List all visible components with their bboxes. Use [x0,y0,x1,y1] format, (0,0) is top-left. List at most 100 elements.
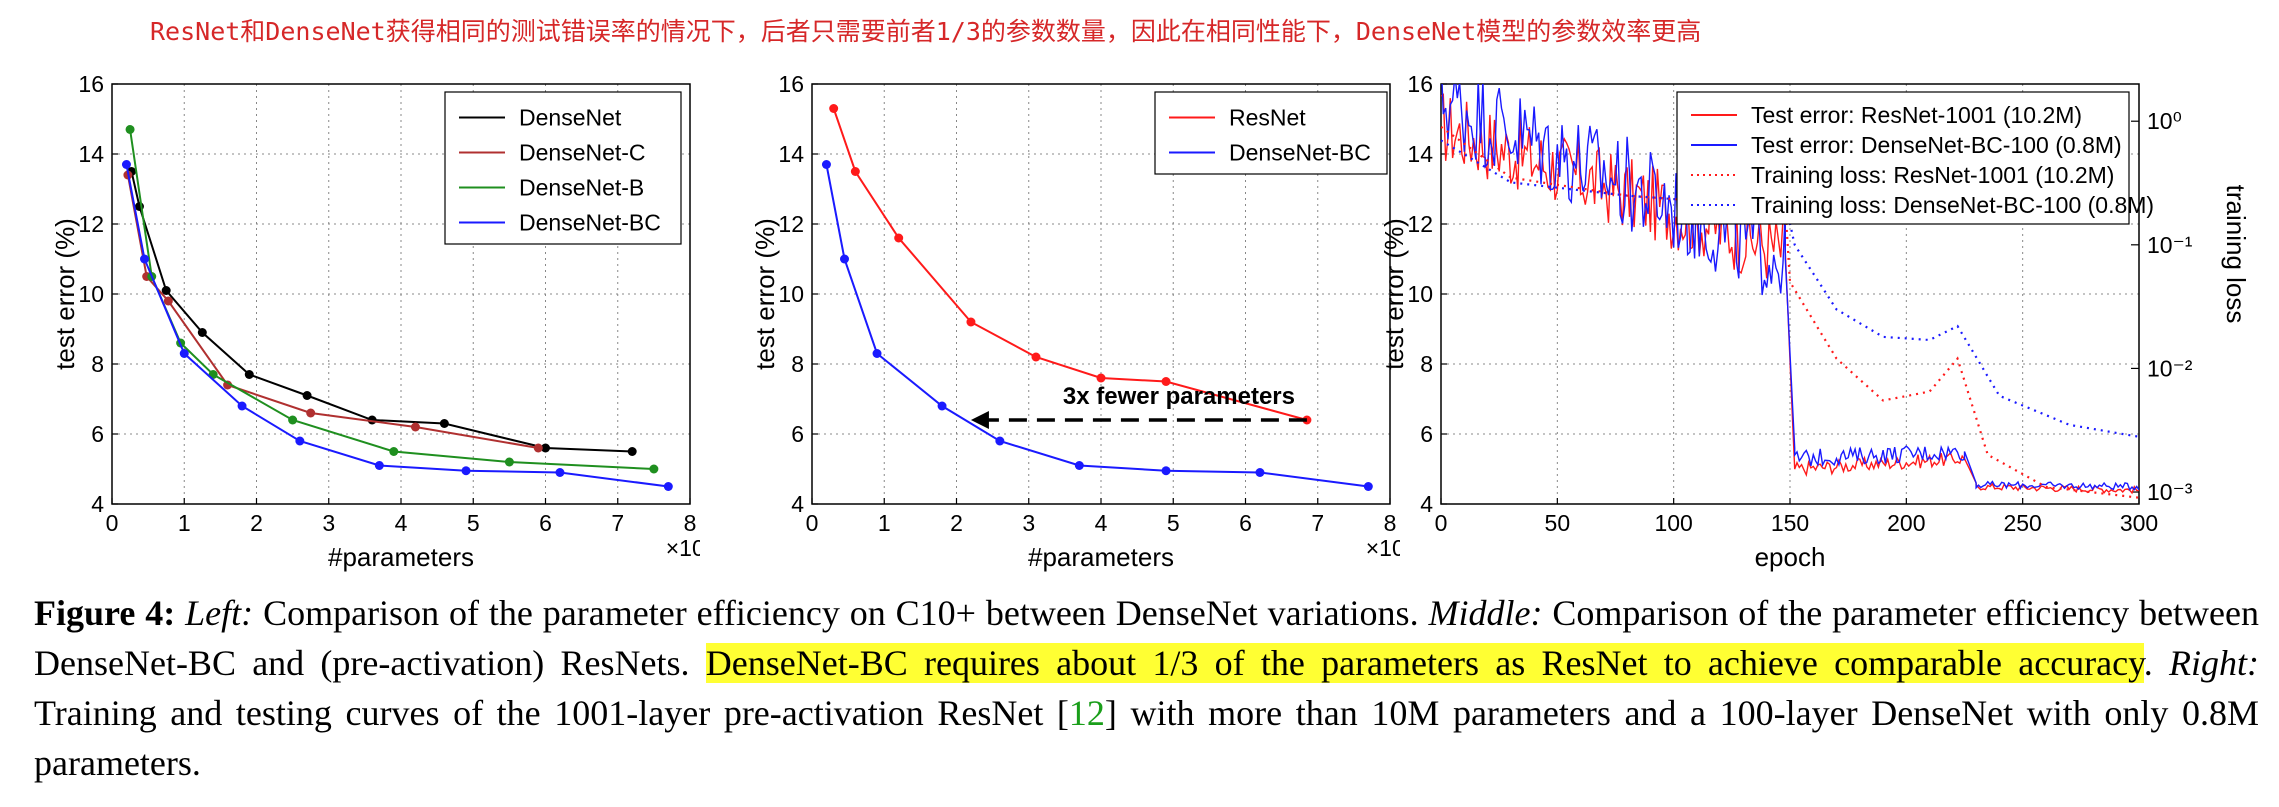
left-xtick-label: 6 [539,510,552,536]
middle-xtick-label: 7 [1311,510,1324,536]
left-ytick-label: 4 [91,491,104,517]
middle-data-point [840,254,850,264]
left-data-point [649,464,659,474]
right-xtick-label: 0 [1435,510,1448,536]
right-text-1: Training and testing curves of the 1001-… [34,693,1069,733]
right-text-2: ] with more than 10M parameters and a 10… [34,693,2259,783]
middle-data-point [937,401,947,411]
right-plot-area [1441,84,2139,499]
left-data-point [179,349,189,358]
left-data-point [374,461,384,470]
left-data-point [461,466,471,476]
middle-data-point [1074,461,1084,470]
left-xlabel: #parameters [328,542,474,572]
left-ytick-label: 12 [78,211,104,237]
left-ytick-label: 6 [91,421,104,447]
middle-text: Comparison of the parameter efficiency b… [34,593,2260,683]
middle-legend-label: DenseNet-BC [1229,140,1371,166]
middle-ytick-label: 14 [778,141,804,167]
left-xtick-label: 8 [684,510,697,536]
right-label: Right: [2169,643,2260,683]
left-xtick-label: 4 [395,510,408,536]
right-frame [1440,83,2140,505]
right-y2tick-label: 10⁻² [2147,355,2193,381]
left-legend-label: DenseNet [519,105,622,131]
left-data-point [306,408,316,418]
middle-xtick-label: 4 [1095,510,1108,536]
right-y2label: training loss [2221,185,2251,324]
highlighted-text: DenseNet-BC requires about 1/3 of the pa… [705,643,2144,683]
right-ytick-label: 14 [1407,141,1433,167]
middle-xtick-label: 0 [806,510,819,536]
right-xtick-label: 50 [1545,510,1571,536]
left-data-point [295,436,305,446]
left-data-point [140,254,150,264]
left-xtick-label: 7 [611,510,624,536]
right-legend-label: Test error: ResNet-1001 (10.2M) [1751,102,2082,128]
chinese-annotation: ResNet和DenseNet获得相同的测试错误率的情况下，后者只需要前者1/3… [150,17,1702,46]
left-data-point [197,328,207,337]
middle-x-multiplier: ×10⁵ [1366,535,1400,561]
figure-label: Figure 4: [34,593,176,633]
right-y2tick-label: 10⁰ [2147,108,2182,134]
left-ytick-label: 8 [91,351,104,377]
middle-data-point [1031,352,1041,362]
middle-data-point [894,233,904,243]
left-text: Comparison of the parameter efficiency o… [253,593,1429,633]
middle-arrow-head [970,411,989,429]
middle-data-point [1363,482,1373,491]
right-series-line [1441,84,2139,492]
right-xtick-label: 200 [1887,510,1925,536]
right-ytick-label: 16 [1407,71,1433,97]
right-ytick-label: 6 [1420,421,1433,447]
left-x-multiplier: ×10⁵ [666,535,700,561]
left-xtick-label: 0 [106,510,119,536]
left-data-point [302,391,312,400]
right-xtick-label: 150 [1771,510,1809,536]
right-xtick-label: 100 [1654,510,1692,536]
middle-data-point [821,160,831,169]
middle-xtick-label: 3 [1022,510,1035,536]
left-legend-label: DenseNet-BC [519,210,661,236]
right-ytick-label: 12 [1407,211,1433,237]
figure-caption: Figure 4: Left: Comparison of the parame… [34,588,2259,788]
middle-data-point [966,317,976,327]
left-ytick-label: 14 [78,141,104,167]
left-data-point [121,160,131,169]
middle-data-point [872,349,882,358]
middle-label: Middle: [1428,593,1543,633]
left-data-point [125,125,135,134]
middle-data-point [1096,373,1106,383]
left-legend-label: DenseNet-C [519,140,646,166]
left-xtick-label: 3 [322,510,335,536]
middle-legend-box [1154,91,1388,175]
left-data-point [223,380,233,390]
left-data-point [504,457,514,467]
right-xtick-label: 300 [2120,510,2158,536]
middle-ytick-label: 6 [791,421,804,447]
middle-data-point [1255,468,1265,477]
left-data-point [663,482,673,491]
right-legend-label: Test error: DenseNet-BC-100 (0.8M) [1751,132,2122,158]
middle-xlabel: #parameters [1028,542,1174,572]
middle-ytick-label: 4 [791,491,804,517]
right-legend-label: Training loss: ResNet-1001 (10.2M) [1751,162,2114,188]
left-data-point [627,447,637,456]
right-ytick-label: 8 [1420,351,1433,377]
citation-ref[interactable]: 12 [1068,693,1105,733]
middle-ylabel: test error (%) [750,218,780,370]
right-series-line [1441,139,2139,438]
right-y2tick-label: 10⁻¹ [2147,232,2193,258]
left-data-point [410,422,420,432]
left-data-point [237,401,247,411]
middle-series-line [825,164,1369,488]
right-ylabel: test error (%) [1379,218,1409,370]
left-xtick-label: 2 [250,510,263,536]
middle-legend-label: ResNet [1229,105,1306,131]
middle-ytick-label: 8 [791,351,804,377]
left-legend-label: DenseNet-B [519,175,644,201]
middle-xtick-label: 5 [1167,510,1180,536]
right-legend-box [1676,91,2130,225]
